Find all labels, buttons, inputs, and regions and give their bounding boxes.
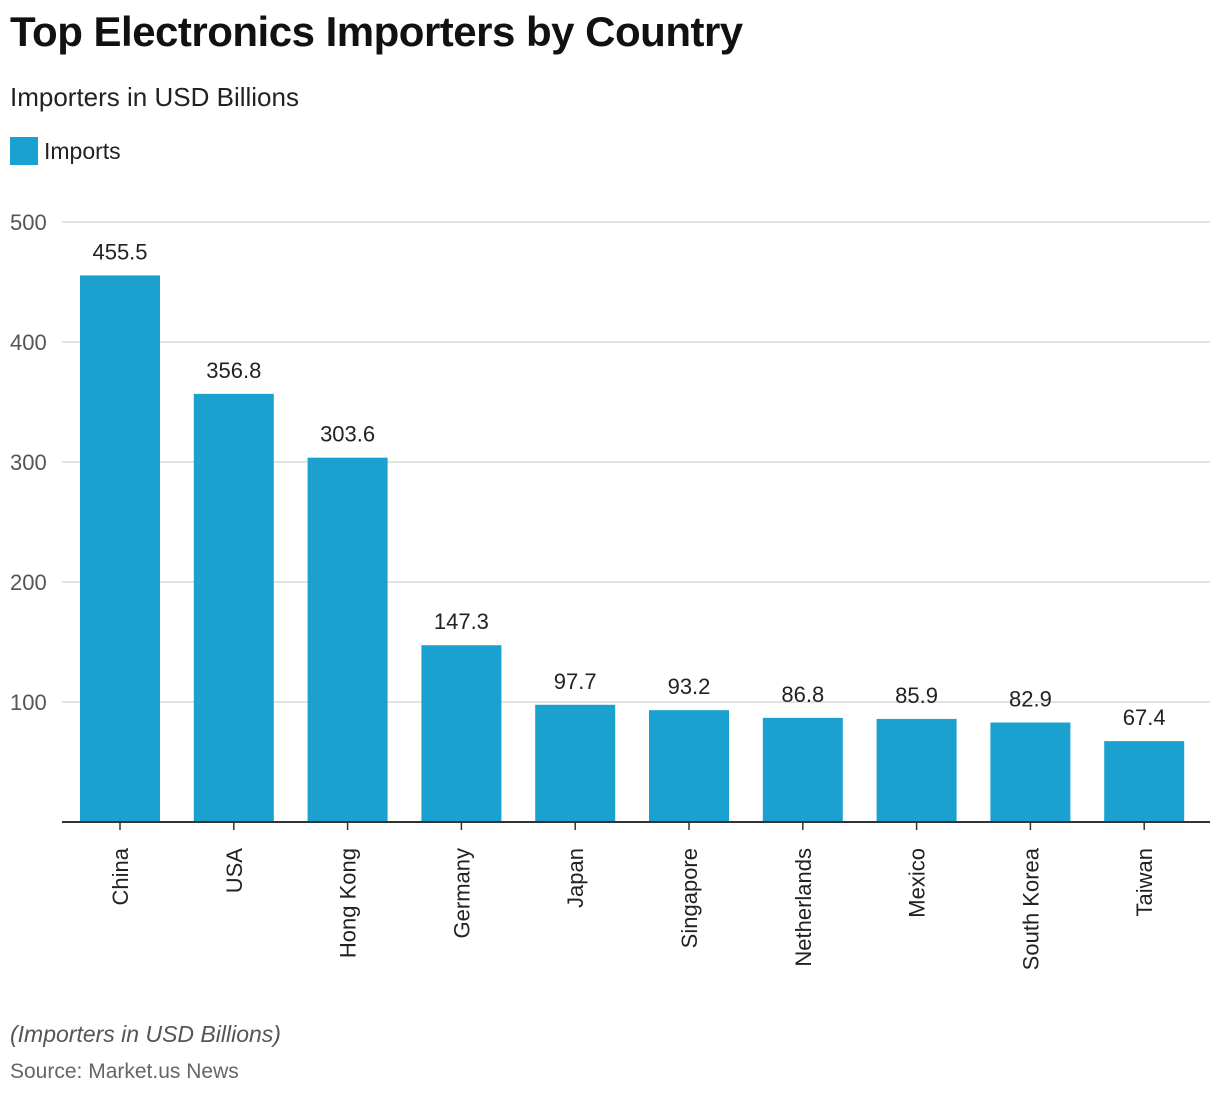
- value-label-germany: 147.3: [434, 609, 489, 634]
- chart-subtitle: Importers in USD Billions: [10, 82, 299, 112]
- y-tick-label-400: 400: [10, 330, 47, 355]
- bar-netherlands: [762, 717, 843, 822]
- bar-japan: [535, 704, 616, 822]
- chart-source: Source: Market.us News: [10, 1060, 239, 1083]
- bar-chart: 100 200 300 400 500 455.5 China 356.8 USA 303.6 Ho…: [10, 210, 1210, 970]
- value-label-south-korea: 82.9: [1009, 687, 1052, 712]
- legend-swatch-imports: [10, 137, 38, 165]
- x-tick-label-germany: Germany: [449, 848, 474, 938]
- y-tick-label-200: 200: [10, 570, 47, 595]
- legend-label-imports: Imports: [44, 137, 121, 164]
- bar-china: [80, 275, 160, 822]
- chart-title: Top Electronics Importers by Country: [10, 8, 743, 55]
- value-label-singapore: 93.2: [668, 674, 711, 699]
- value-label-hong-kong: 303.6: [320, 422, 375, 447]
- x-tick-label-mexico: Mexico: [905, 848, 930, 918]
- bar-taiwan: [1104, 741, 1185, 822]
- x-tick-label-south-korea: South Korea: [1018, 847, 1043, 970]
- chart-footnote: (Importers in USD Billions): [10, 1021, 281, 1047]
- y-tick-label-300: 300: [10, 450, 47, 475]
- value-label-netherlands: 86.8: [781, 682, 824, 707]
- value-label-mexico: 85.9: [895, 683, 938, 708]
- bar-south-korea: [990, 722, 1071, 822]
- bar-usa: [193, 393, 274, 822]
- value-label-usa: 356.8: [206, 358, 261, 383]
- bar-mexico: [876, 718, 957, 822]
- bar-singapore: [649, 710, 729, 822]
- y-tick-label-100: 100: [10, 690, 47, 715]
- x-tick-label-netherlands: Netherlands: [791, 848, 816, 967]
- x-tick-label-hong-kong: Hong Kong: [336, 848, 361, 958]
- x-tick-label-usa: USA: [222, 848, 247, 894]
- bar-germany: [421, 645, 502, 822]
- value-label-taiwan: 67.4: [1123, 705, 1166, 730]
- chart-legend: Imports: [10, 136, 121, 166]
- x-tick-label-taiwan: Taiwan: [1132, 848, 1157, 916]
- bar-hong-kong: [307, 457, 388, 822]
- value-label-japan: 97.7: [554, 669, 597, 694]
- y-tick-label-500: 500: [10, 210, 47, 235]
- x-tick-label-japan: Japan: [563, 848, 588, 908]
- value-label-china: 455.5: [92, 239, 147, 264]
- x-tick-label-singapore: Singapore: [677, 848, 702, 948]
- x-tick-label-china: China: [108, 847, 133, 905]
